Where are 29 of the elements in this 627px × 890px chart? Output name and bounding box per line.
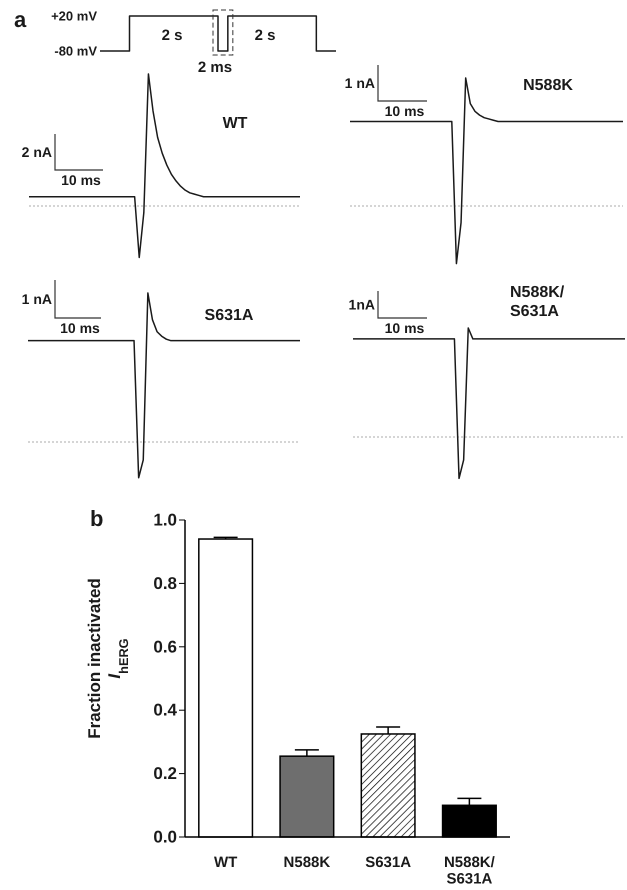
chart-title: N588K bbox=[523, 77, 574, 94]
y-tick-label: 0.4 bbox=[153, 700, 178, 720]
x-tick-label: N588K bbox=[284, 854, 330, 871]
annotation: 10 ms bbox=[60, 320, 100, 336]
y-tick-label: 1.0 bbox=[153, 510, 177, 530]
text: S631A bbox=[204, 307, 254, 324]
y-tick-label: -80 mV bbox=[54, 44, 98, 59]
text: a bbox=[14, 7, 27, 32]
y-tick-label: 0.2 bbox=[153, 764, 177, 784]
annotation: 10 ms bbox=[384, 103, 425, 119]
annotation: 2 s bbox=[162, 27, 182, 44]
annotation: 2 s bbox=[254, 27, 276, 44]
annotation: 1 nA bbox=[344, 75, 375, 91]
y-tick-label: 0.0 bbox=[153, 827, 177, 846]
y-tick-label: 0.6 bbox=[153, 637, 177, 656]
text: WT bbox=[222, 115, 248, 132]
text: 1nA bbox=[348, 296, 375, 312]
annotation: 10 ms bbox=[384, 320, 425, 336]
x-tick-label: N588K/ S631A bbox=[444, 854, 496, 888]
annotation: 1 nA bbox=[22, 291, 52, 307]
annotation: 2 nA bbox=[22, 144, 52, 160]
text: b bbox=[90, 506, 104, 531]
x-tick-label: S631A bbox=[365, 854, 412, 871]
chart-title: N588K/ S631A bbox=[510, 284, 565, 320]
y-tick-label: +20 mV bbox=[51, 8, 98, 24]
y-tick-label: 0.8 bbox=[153, 574, 177, 593]
annotation: 10 ms bbox=[61, 172, 102, 188]
annotation: 2 ms bbox=[198, 59, 232, 76]
x-tick-label: WT bbox=[214, 854, 238, 871]
